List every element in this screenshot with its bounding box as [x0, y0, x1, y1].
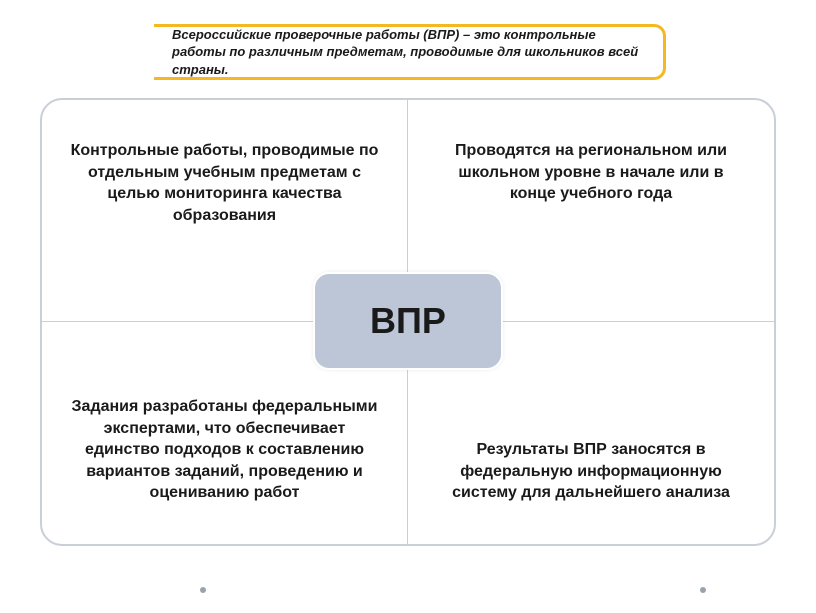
quadrant-text: Проводятся на региональном или школьном …	[436, 140, 746, 205]
quadrant-text: Контрольные работы, проводимые по отдель…	[70, 140, 379, 226]
header-text: Всероссийские проверочные работы (ВПР) –…	[172, 26, 645, 79]
quadrant-text: Результаты ВПР заносятся в федеральную и…	[436, 439, 746, 504]
decorative-dot	[200, 587, 206, 593]
decorative-dot	[700, 587, 706, 593]
quadrant-text: Задания разработаны федеральными эксперт…	[70, 396, 379, 504]
center-node-label: ВПР	[370, 300, 446, 342]
center-node: ВПР	[313, 272, 503, 370]
header-banner: Всероссийские проверочные работы (ВПР) –…	[154, 24, 666, 80]
